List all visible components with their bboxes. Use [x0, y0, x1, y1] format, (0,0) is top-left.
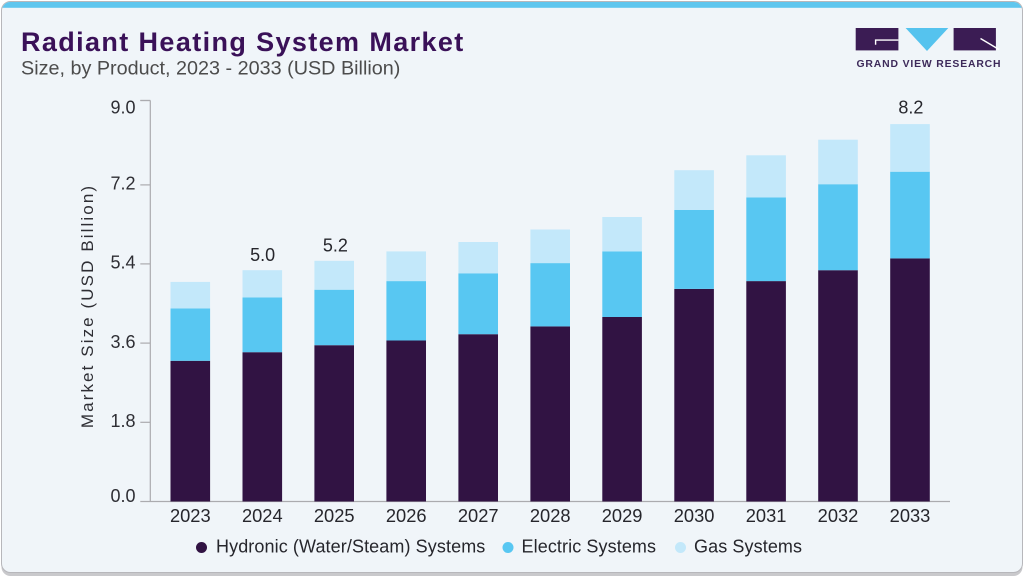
svg-text:Radiant Heating System Market: Radiant Heating System Market	[21, 27, 465, 57]
svg-text:3.6: 3.6	[110, 332, 135, 352]
svg-text:Hydronic (Water/Steam) Systems: Hydronic (Water/Steam) Systems	[216, 536, 485, 556]
svg-text:2024: 2024	[242, 505, 283, 526]
svg-text:5.4: 5.4	[110, 253, 135, 273]
svg-text:Gas Systems: Gas Systems	[694, 536, 802, 556]
svg-text:2032: 2032	[818, 505, 859, 526]
svg-text:2027: 2027	[458, 505, 499, 526]
svg-text:0.0: 0.0	[110, 486, 135, 506]
svg-text:2025: 2025	[314, 505, 355, 526]
svg-text:1.8: 1.8	[110, 411, 135, 431]
svg-text:2029: 2029	[602, 505, 643, 526]
svg-text:2023: 2023	[170, 505, 211, 526]
svg-text:Market Size (USD Billion): Market Size (USD Billion)	[78, 184, 97, 428]
svg-text:9.0: 9.0	[110, 97, 135, 117]
svg-text:5.0: 5.0	[250, 245, 275, 265]
svg-text:2026: 2026	[386, 505, 427, 526]
svg-text:8.2: 8.2	[898, 98, 923, 118]
svg-text:5.2: 5.2	[323, 236, 348, 256]
svg-text:2033: 2033	[890, 505, 931, 526]
svg-text:2031: 2031	[746, 505, 787, 526]
svg-text:Electric Systems: Electric Systems	[522, 536, 657, 556]
svg-text:2028: 2028	[530, 505, 571, 526]
svg-text:7.2: 7.2	[110, 174, 135, 194]
svg-text:GRAND VIEW RESEARCH: GRAND VIEW RESEARCH	[857, 59, 1002, 70]
svg-text:2030: 2030	[674, 505, 715, 526]
svg-text:Size, by Product, 2023 - 2033: Size, by Product, 2023 - 2033 (USD Billi…	[21, 57, 400, 79]
